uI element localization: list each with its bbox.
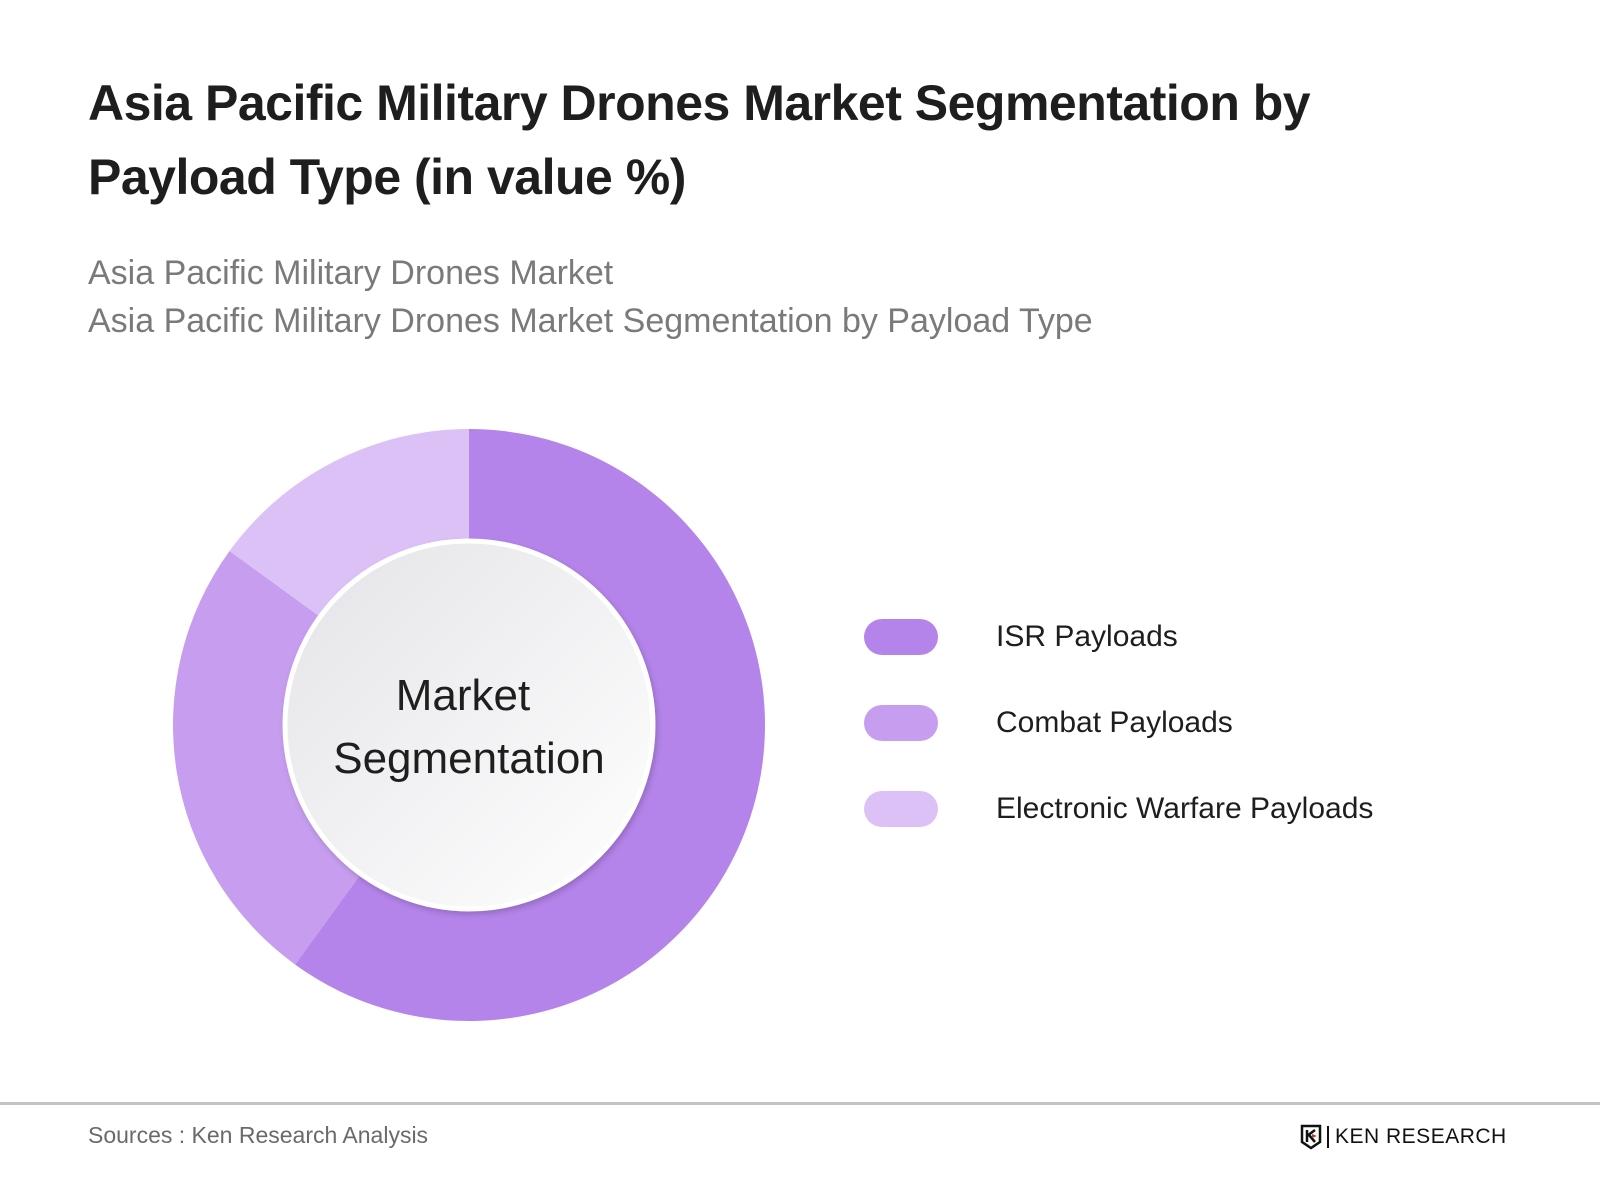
- legend-label: ISR Payloads: [996, 620, 1178, 653]
- chart-subtitle: Asia Pacific Military Drones Market: [88, 254, 614, 292]
- footer-divider: [0, 1102, 1600, 1105]
- logo-shield-icon: [1300, 1124, 1322, 1150]
- legend-swatch: [864, 791, 938, 827]
- legend-item-combat: Combat Payloads: [864, 703, 1233, 743]
- legend-swatch: [864, 705, 938, 741]
- donut-center: [282, 538, 656, 912]
- logo-text: KEN RESEARCH: [1335, 1125, 1507, 1148]
- legend-item-isr: ISR Payloads: [864, 617, 1178, 657]
- chart-title: Asia Pacific Military Drones Market Segm…: [88, 75, 1311, 205]
- legend-label: Electronic Warfare Payloads: [996, 792, 1374, 825]
- center-label-line-1: Market: [396, 671, 530, 720]
- chart-subtitle-2: Asia Pacific Military Drones Market Segm…: [88, 302, 1093, 340]
- legend-swatch: [864, 619, 938, 655]
- ken-research-logo: KEN RESEARCH: [1300, 1124, 1507, 1150]
- center-label-line-2: Segmentation: [333, 734, 605, 783]
- source-note: Sources : Ken Research Analysis: [88, 1122, 429, 1148]
- legend-item-electronic-warfare: Electronic Warfare Payloads: [864, 789, 1373, 829]
- legend-label: Combat Payloads: [996, 706, 1233, 739]
